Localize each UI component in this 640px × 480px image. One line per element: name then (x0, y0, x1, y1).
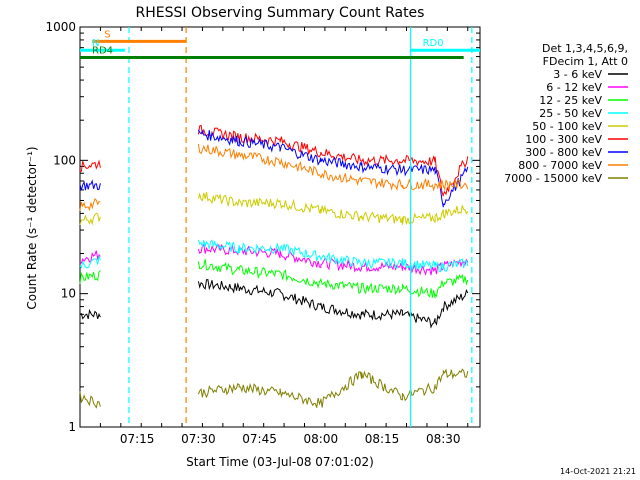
x-tick-label: 07:15 (120, 432, 155, 446)
x-tick-label: 08:00 (304, 432, 339, 446)
series-line (79, 270, 101, 284)
y-tick-label: 1000 (45, 20, 76, 34)
series-line (197, 243, 469, 276)
legend-entry-label: 7000 - 15000 keV (504, 172, 602, 185)
x-tick-label: 08:30 (426, 432, 461, 446)
annotation-label: RD4 (92, 46, 113, 57)
axes: 1 10 100 1000 07:15 07:30 07:45 08:00 08:15 08:30 (45, 20, 481, 446)
y-tick-label: 100 (53, 153, 76, 167)
legend-entry-label: 12 - 25 keV (539, 94, 602, 107)
series-line (197, 143, 469, 192)
x-axis-label: Start Time (03-Jul-08 07:01:02) (186, 455, 374, 469)
series-line (197, 192, 469, 225)
annotation-label: RD0 (423, 38, 444, 49)
series-line (79, 391, 101, 409)
legend-entry-label: 25 - 50 keV (539, 107, 602, 120)
x-tick-label: 07:45 (242, 432, 277, 446)
series-line (79, 308, 101, 320)
y-tick-label: 10 (61, 287, 76, 301)
legend-entry-label: 6 - 12 keV (546, 81, 602, 94)
annotation-label: S (104, 29, 110, 40)
legend: Det 1,3,4,5,6,9,FDecim 1, Att 03 - 6 keV… (504, 42, 628, 185)
series-line (79, 212, 101, 226)
x-tick-label: 07:30 (181, 432, 216, 446)
legend-entry-label: 3 - 6 keV (553, 68, 602, 81)
series-line (79, 254, 101, 269)
legend-entry-label: 100 - 300 keV (525, 133, 602, 146)
series-line (79, 250, 101, 265)
chart-title: RHESSI Observing Summary Count Rates (136, 5, 425, 21)
legend-header-line: Det 1,3,4,5,6,9, (542, 42, 628, 55)
y-tick-label: 1 (68, 420, 76, 434)
x-tick-label: 08:15 (365, 432, 400, 446)
legend-entry-label: 300 - 800 keV (525, 146, 602, 159)
legend-entry-label: 800 - 7000 keV (518, 159, 602, 172)
annotation-group: SN RD0 RD4 (80, 27, 480, 427)
series-line (197, 239, 469, 273)
series-line (197, 368, 469, 408)
footer-date: 14-Oct-2021 21:21 (560, 467, 636, 476)
series-line (197, 279, 469, 329)
legend-entry-label: 50 - 100 keV (532, 120, 602, 133)
series-group (79, 124, 469, 409)
series-line (197, 124, 469, 197)
plot-frame (79, 26, 481, 428)
y-axis-label: Count Rate (s⁻¹ detector⁻¹) (25, 146, 39, 309)
legend-header-line: FDecim 1, Att 0 (543, 55, 628, 68)
series-line (79, 179, 101, 191)
annotation-label: N (92, 38, 99, 49)
series-line (79, 159, 101, 172)
series-line (197, 259, 469, 299)
series-line (197, 129, 469, 208)
series-line (79, 197, 101, 212)
